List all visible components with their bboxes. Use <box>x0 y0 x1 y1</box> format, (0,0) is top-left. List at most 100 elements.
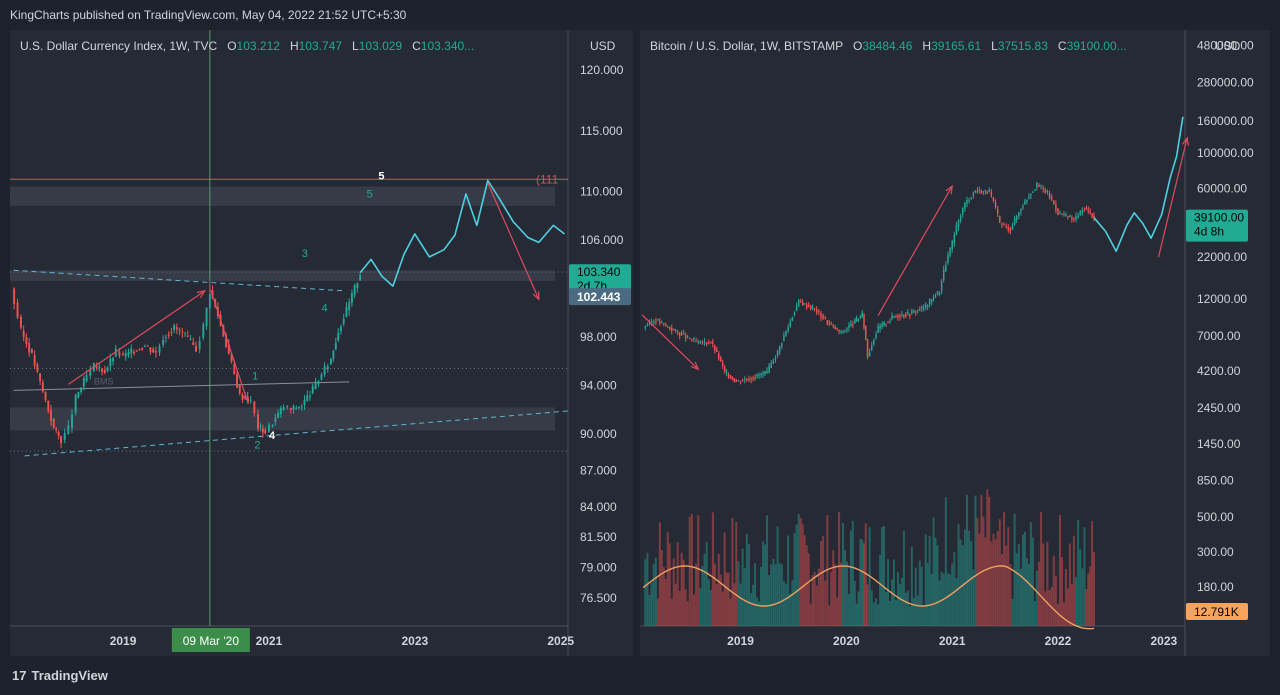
btc-title: Bitcoin / U.S. Dollar, 1W, BITSTAMP <box>650 39 843 53</box>
volume-bar <box>853 580 856 626</box>
candle-body <box>891 315 893 320</box>
projected-price-path <box>359 179 565 287</box>
candle-body <box>889 320 891 322</box>
volume-bar <box>920 566 923 626</box>
candle-body <box>85 374 88 382</box>
candle-body <box>949 247 951 256</box>
volume-bar <box>678 590 681 626</box>
candle-body <box>19 316 22 328</box>
volume-bar <box>1072 535 1075 626</box>
candle-body <box>921 306 923 310</box>
candle-body <box>815 309 818 313</box>
volume-bar <box>1062 602 1065 626</box>
candle-body <box>1020 209 1022 212</box>
btc-chart-panel[interactable]: USD 480000.00 280000.00 160000.00 100000.00 6… <box>640 30 1270 656</box>
supply-demand-zone <box>10 186 555 206</box>
candle-body <box>1044 189 1047 193</box>
candle-body <box>39 373 42 381</box>
candle-body <box>186 335 189 337</box>
volume-bar <box>725 572 728 626</box>
dxy-chart-panel[interactable]: (111 BMS 1 2 3 4 5 5 4 USD 120.000 115.000 110.000 10… <box>10 30 633 656</box>
candle-body <box>236 374 238 388</box>
volume-bar <box>1027 563 1030 626</box>
candle-body <box>1061 213 1063 215</box>
candle-body <box>1005 225 1007 227</box>
candle-body <box>192 342 195 346</box>
candle-body <box>842 331 844 333</box>
forecast-arrow-head <box>196 290 207 298</box>
volume-bar <box>910 546 913 626</box>
volume-bar <box>754 563 757 626</box>
candle-body <box>826 320 829 325</box>
candle-body <box>329 358 332 365</box>
volume-bar <box>782 580 785 626</box>
volume-bar <box>1083 527 1086 626</box>
tradingview-logo[interactable]: 17 TradingView <box>12 668 108 683</box>
candle-body <box>868 351 871 357</box>
price-axis-tick-label: 120.000 <box>580 63 624 77</box>
volume-bar <box>709 589 712 626</box>
candle-body <box>164 336 167 338</box>
candle-body <box>799 301 802 303</box>
volume-bar <box>703 553 706 626</box>
candle-body <box>999 215 1001 223</box>
volume-bar <box>1079 549 1082 626</box>
volume-bar <box>772 558 775 626</box>
volume-bar <box>889 601 892 626</box>
candle-body <box>682 333 685 335</box>
candle-body <box>1022 206 1024 209</box>
volume-bar <box>648 595 651 626</box>
candle-body <box>274 417 277 422</box>
volume-bar <box>984 537 987 626</box>
volume-bar <box>1000 554 1003 626</box>
volume-bar <box>842 523 845 626</box>
candle-body <box>928 299 931 305</box>
elliott-wave-label: 3 <box>302 248 308 260</box>
dxy-chart[interactable]: (111 BMS 1 2 3 4 55 4 USD 120.000 115.000 110.000 10… <box>10 30 633 656</box>
candle-body <box>988 189 990 192</box>
candle-body <box>1042 188 1044 190</box>
candle-body <box>881 323 883 327</box>
volume-bar <box>892 559 895 626</box>
crosshair-date-badge <box>171 628 250 652</box>
volume-bar <box>765 515 768 626</box>
volume-bar <box>1021 534 1024 626</box>
candle-body <box>63 432 66 441</box>
candle-body <box>789 321 792 327</box>
volume-bar <box>762 541 765 626</box>
candle-body <box>225 334 228 348</box>
volume-bar <box>855 603 858 626</box>
candle-body <box>907 311 909 315</box>
volume-bar <box>1033 601 1036 626</box>
btc-low: 37515.83 <box>997 39 1048 53</box>
candle-body <box>118 351 121 356</box>
volume-bar <box>756 597 759 626</box>
candle-body <box>739 380 742 383</box>
candle-body <box>850 323 852 327</box>
dxy-open: 103.212 <box>236 39 280 53</box>
candle-body <box>257 414 259 429</box>
candle-body <box>913 310 915 313</box>
candle-body <box>233 364 236 374</box>
price-axis-tick-label: 76.500 <box>580 591 617 605</box>
candle-body <box>1013 218 1016 225</box>
candle-body <box>1059 212 1061 214</box>
candle-body <box>1050 196 1053 200</box>
elliott-wave-label: 1 <box>252 370 258 382</box>
elliott-wave-label: 4 <box>321 303 327 315</box>
volume-bar <box>862 543 865 626</box>
volume-bar <box>1005 545 1008 626</box>
volume-bar <box>881 527 884 626</box>
candle-body <box>667 325 669 327</box>
candle-body <box>1003 224 1005 226</box>
volume-bar <box>851 520 854 626</box>
candle-body <box>122 353 125 355</box>
candle-body <box>778 345 781 353</box>
candle-body <box>710 342 712 344</box>
elliott-wave-label: 5 <box>378 170 384 182</box>
candle-body <box>124 353 127 357</box>
candle-body <box>205 307 208 327</box>
candle-body <box>718 353 720 359</box>
candle-body <box>795 305 798 311</box>
